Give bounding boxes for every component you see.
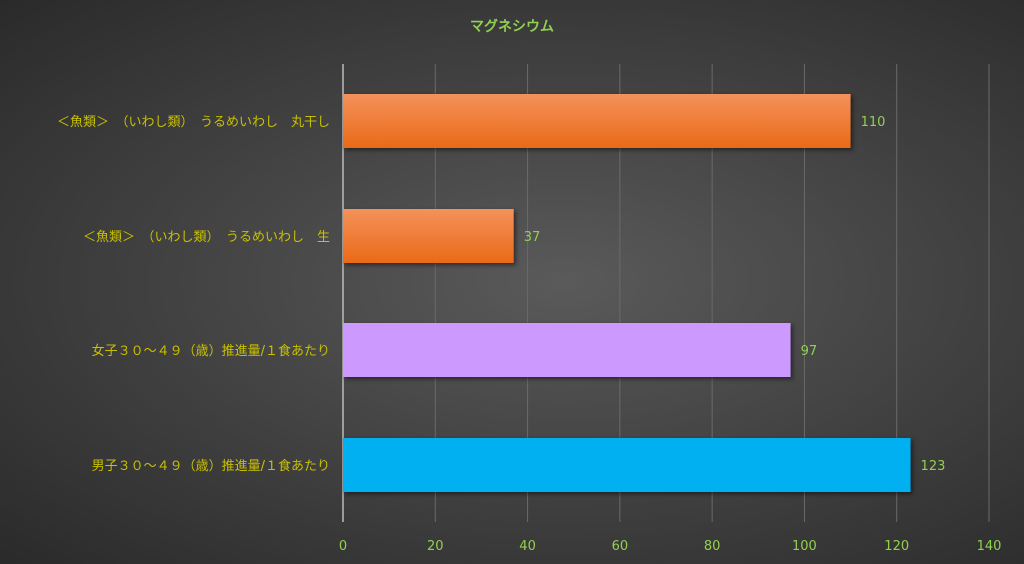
x-tick-label: 120 xyxy=(884,539,909,554)
category-label: 女子３０～４９（歳）推進量/１食あたり xyxy=(92,343,330,359)
x-tick-label: 40 xyxy=(519,539,536,554)
data-label: 97 xyxy=(801,344,818,359)
bar xyxy=(343,438,911,492)
x-tick-label: 80 xyxy=(704,539,721,554)
chart-title: マグネシウム xyxy=(470,18,554,35)
bar xyxy=(343,323,791,377)
data-label: 123 xyxy=(921,459,946,474)
bar xyxy=(343,94,851,148)
x-tick-label: 100 xyxy=(792,539,817,554)
x-tick-label: 20 xyxy=(427,539,444,554)
category-label: 男子３０～４９（歳）推進量/１食あたり xyxy=(92,458,330,474)
category-label: ＜魚類＞ （いわし類） うるめいわし 丸干し xyxy=(57,115,330,130)
category-label: ＜魚類＞ （いわし類） うるめいわし 生 xyxy=(83,230,330,245)
data-label: 37 xyxy=(524,230,541,245)
x-tick-label: 140 xyxy=(977,539,1002,554)
data-label: 110 xyxy=(861,115,886,130)
x-tick-label: 0 xyxy=(339,539,347,554)
x-tick-label: 60 xyxy=(612,539,629,554)
bar xyxy=(343,209,514,263)
